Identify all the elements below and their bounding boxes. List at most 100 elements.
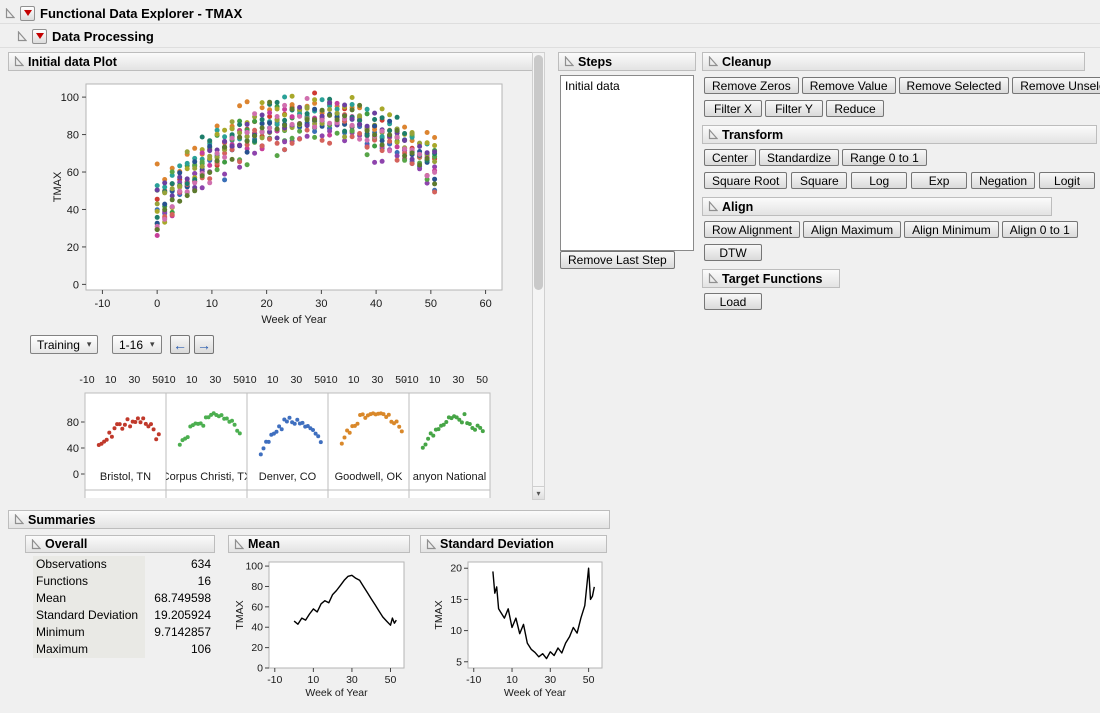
remove-value-button[interactable]: Remove Value — [801, 77, 896, 94]
disclosure-icon[interactable] — [13, 514, 24, 525]
disclosure-icon[interactable] — [563, 56, 574, 67]
svg-text:60: 60 — [251, 601, 263, 613]
svg-text:20: 20 — [261, 298, 273, 310]
svg-text:30: 30 — [315, 298, 327, 310]
exp-button[interactable]: Exp — [911, 172, 968, 189]
svg-text:30: 30 — [453, 374, 465, 386]
training-curves-grid[interactable]: 0 40 80 -10 10 30 50 Bristol, TN -10 10 30 50 Corpus… — [56, 368, 506, 509]
log-button[interactable]: Log — [851, 172, 908, 189]
red-triangle-icon — [35, 33, 44, 39]
remove-zeros-button[interactable]: Remove Zeros — [704, 77, 799, 94]
page-range-select[interactable]: 1-16 ▾ — [112, 335, 162, 354]
align-0-1-button[interactable]: Align 0 to 1 — [1001, 221, 1078, 238]
svg-text:-10: -10 — [94, 298, 110, 310]
steps-header: Steps — [558, 52, 696, 71]
separator — [0, 47, 1100, 48]
disclosure-icon[interactable] — [30, 538, 41, 550]
svg-text:10: 10 — [105, 374, 117, 386]
svg-text:-10: -10 — [160, 374, 175, 386]
svg-text:TMAX: TMAX — [433, 600, 445, 629]
svg-text:40: 40 — [251, 622, 263, 634]
filter-y-button[interactable]: Filter Y — [765, 100, 823, 117]
svg-text:10: 10 — [506, 674, 518, 686]
square-root-button[interactable]: Square Root — [704, 172, 788, 189]
initial-data-scatter-plot[interactable]: 0 20 40 60 80 100 -10 0 10 20 30 40 50 60 Week of Year… — [48, 78, 508, 328]
disclosure-icon[interactable] — [707, 273, 718, 284]
steps-list-item[interactable]: Initial data — [565, 79, 620, 93]
range-0-1-button[interactable]: Range 0 to 1 — [842, 149, 927, 166]
row-alignment-button[interactable]: Row Alignment — [704, 221, 801, 238]
disclosure-icon[interactable] — [16, 30, 27, 42]
dtw-button[interactable]: DTW — [704, 244, 762, 261]
svg-text:-10: -10 — [403, 374, 418, 386]
red-triangle-icon — [23, 10, 32, 16]
transform-title: Transform — [722, 127, 784, 142]
svg-text:30: 30 — [346, 674, 358, 686]
svg-text:Week of Year: Week of Year — [305, 687, 368, 696]
svg-text:10: 10 — [348, 374, 360, 386]
data-processing-header: Data Processing — [16, 27, 154, 45]
filter-x-button[interactable]: Filter X — [704, 100, 762, 117]
separator — [0, 23, 1100, 24]
load-button[interactable]: Load — [704, 293, 762, 310]
remove-selected-button[interactable]: Remove Selected — [898, 77, 1010, 94]
vertical-scrollbar[interactable]: ▾ — [532, 52, 545, 500]
disclosure-icon[interactable] — [707, 129, 718, 140]
prev-page-button[interactable]: ← — [170, 335, 190, 354]
svg-text:-10: -10 — [466, 674, 481, 686]
negation-button[interactable]: Negation — [971, 172, 1036, 189]
svg-text:50: 50 — [152, 374, 164, 386]
overall-summary-table: Observations 634 Functions 16 Mean 68.74959… — [33, 556, 215, 658]
svg-text:80: 80 — [67, 417, 79, 429]
red-triangle-menu-button[interactable] — [20, 5, 35, 21]
svg-text:30: 30 — [129, 374, 141, 386]
scrollbar-thumb[interactable] — [534, 55, 543, 290]
red-triangle-menu-button[interactable] — [32, 28, 47, 44]
disclosure-icon[interactable] — [13, 56, 24, 67]
scroll-down-button[interactable]: ▾ — [533, 486, 544, 499]
steps-title: Steps — [578, 54, 613, 69]
svg-text:80: 80 — [251, 581, 263, 593]
square-button[interactable]: Square — [791, 172, 848, 189]
cleanup-title: Cleanup — [722, 54, 772, 69]
svg-text:10: 10 — [206, 298, 218, 310]
svg-text:10: 10 — [429, 374, 441, 386]
align-minimum-button[interactable]: Align Minimum — [904, 221, 999, 238]
align-maximum-button[interactable]: Align Maximum — [803, 221, 902, 238]
target-functions-title: Target Functions — [722, 271, 823, 286]
page-range-value: 1-16 — [119, 337, 144, 352]
training-validation-select[interactable]: Training ▾ — [30, 335, 99, 354]
center-button[interactable]: Center — [704, 149, 757, 166]
svg-text:20: 20 — [251, 642, 263, 654]
disclosure-icon[interactable] — [707, 56, 718, 67]
logit-button[interactable]: Logit — [1039, 172, 1095, 189]
chevron-down-icon: ▾ — [150, 339, 155, 349]
svg-text:0: 0 — [257, 663, 263, 675]
target-functions-header: Target Functions — [702, 269, 840, 288]
svg-text:0: 0 — [73, 279, 79, 291]
next-page-button[interactable]: → — [194, 335, 214, 354]
remove-unselected-button[interactable]: Remove Unselected — [1012, 77, 1100, 94]
svg-text:Week of Year: Week of Year — [261, 314, 327, 326]
disclosure-icon[interactable] — [233, 538, 244, 550]
right-arrow-icon: → — [197, 336, 211, 353]
remove-last-step-button[interactable]: Remove Last Step — [560, 251, 675, 269]
svg-text:30: 30 — [291, 374, 303, 386]
stat-label: Observations — [33, 556, 145, 573]
table-row: Observations 634 — [33, 556, 215, 573]
standardize-button[interactable]: Standardize — [759, 149, 840, 166]
disclosure-icon[interactable] — [707, 201, 718, 212]
summaries-title: Summaries — [28, 512, 96, 527]
stat-value: 634 — [190, 557, 211, 571]
table-row: Functions 16 — [33, 573, 215, 590]
svg-text:-10: -10 — [267, 674, 282, 686]
svg-text:TMAX: TMAX — [52, 171, 64, 202]
reduce-button[interactable]: Reduce — [826, 100, 884, 117]
disclosure-icon[interactable] — [4, 7, 15, 19]
svg-text:10: 10 — [450, 625, 462, 637]
svg-text:50: 50 — [425, 298, 437, 310]
disclosure-icon[interactable] — [425, 538, 436, 550]
steps-list[interactable]: Initial data — [560, 75, 694, 251]
cleanup-row-1: Remove Zeros Remove Value Remove Selecte… — [704, 77, 1100, 94]
